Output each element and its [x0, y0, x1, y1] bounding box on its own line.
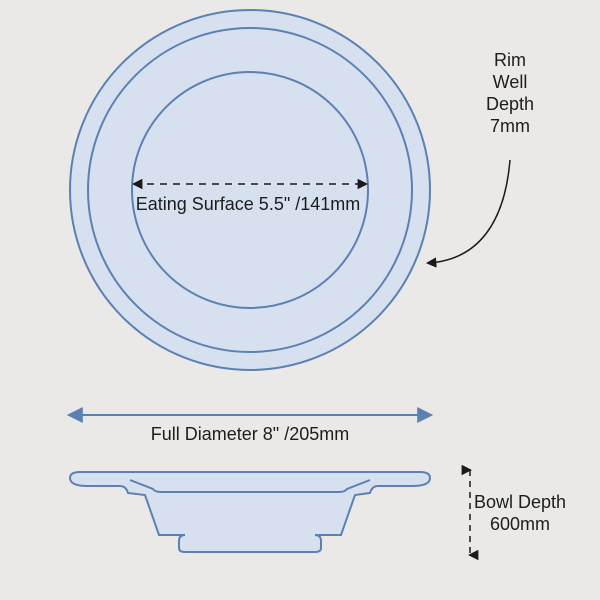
diameter-label: Full Diameter 8" /205mm — [151, 424, 349, 444]
rim-label-line: Depth — [486, 94, 534, 114]
rim-well-annotation: Rim Well Depth 7mm — [428, 50, 534, 263]
depth-label-line: Bowl Depth — [474, 492, 566, 512]
eating-surface-label: Eating Surface 5.5" /141mm — [136, 194, 361, 214]
depth-label-line: 600mm — [490, 514, 550, 534]
rim-label-line: Rim — [494, 50, 526, 70]
top-view: Eating Surface 5.5" /141mm — [70, 10, 430, 370]
rim-leader-curve — [428, 160, 510, 263]
side-view — [70, 472, 430, 552]
bowl-depth-annotation: Bowl Depth 600mm — [470, 470, 566, 555]
outer-rim-circle — [70, 10, 430, 370]
rim-label-line: Well — [493, 72, 528, 92]
bowl-profile — [70, 472, 430, 552]
rim-label-line: 7mm — [490, 116, 530, 136]
bowl-dimension-diagram: Eating Surface 5.5" /141mm Rim Well Dept… — [0, 0, 600, 600]
diameter-annotation: Full Diameter 8" /205mm — [70, 415, 430, 444]
